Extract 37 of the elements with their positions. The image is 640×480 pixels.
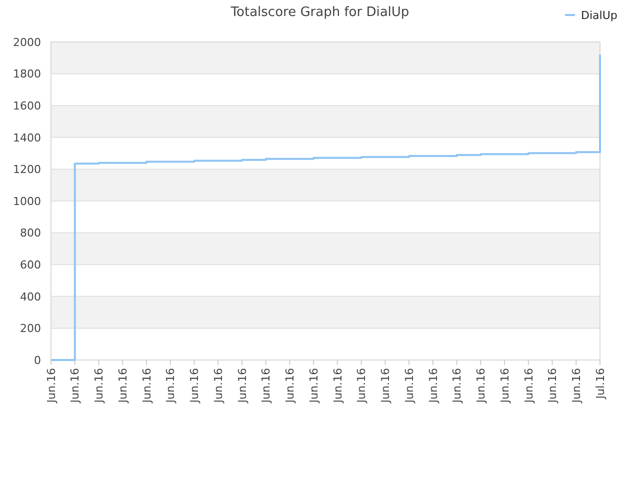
y-tick-label: 800	[20, 226, 41, 240]
x-tick-label: Jun.16	[116, 368, 130, 404]
x-tick-label: Jun.16	[44, 368, 58, 404]
x-tick-label: Jun.16	[68, 368, 82, 404]
x-tick-label: Jun.16	[474, 368, 488, 404]
x-tick-label: Jul.16	[594, 368, 607, 400]
y-tick-label: 2000	[13, 36, 41, 49]
x-tick-label: Jun.16	[212, 368, 225, 404]
y-tick-label: 200	[20, 322, 41, 336]
x-tick-label: Jun.16	[570, 368, 583, 404]
x-tick-label: Jun.16	[426, 368, 440, 404]
x-tick-label: Jun.16	[236, 368, 249, 404]
y-tick-label: 1800	[13, 68, 41, 81]
x-tick-label: Jun.16	[498, 368, 512, 404]
x-tick-label: Jun.16	[164, 368, 178, 404]
chart-title: Totalscore Graph for DialUp	[230, 5, 410, 20]
y-tick-label: 600	[20, 258, 41, 272]
x-tick-label: Jun.16	[92, 368, 106, 404]
y-tick-label: 0	[34, 354, 41, 367]
x-tick-label: Jun.16	[307, 368, 320, 404]
x-tick-label: Jun.16	[546, 368, 560, 404]
y-tick-label: 400	[20, 290, 41, 304]
x-tick-label: Jun.16	[188, 368, 202, 404]
x-tick-label: Jun.16	[260, 368, 273, 404]
y-tick-label: 1000	[13, 194, 41, 208]
x-tick-label: Jun.16	[355, 368, 368, 404]
x-tick-label: Jun.16	[450, 368, 464, 404]
y-tick-label: 1400	[13, 131, 41, 144]
y-tick-label: 1600	[13, 99, 41, 112]
x-tick-label: Jun.16	[284, 368, 297, 404]
x-tick-label: Jun.16	[379, 368, 392, 404]
x-tick-label: Jun.16	[331, 368, 344, 404]
x-tick-label: Jun.16	[402, 368, 416, 404]
y-tick-label: 1200	[13, 163, 41, 176]
legend-label: DialUp	[581, 8, 618, 22]
x-tick-label: Jun.16	[140, 368, 154, 404]
x-tick-label: Jun.16	[522, 368, 536, 404]
